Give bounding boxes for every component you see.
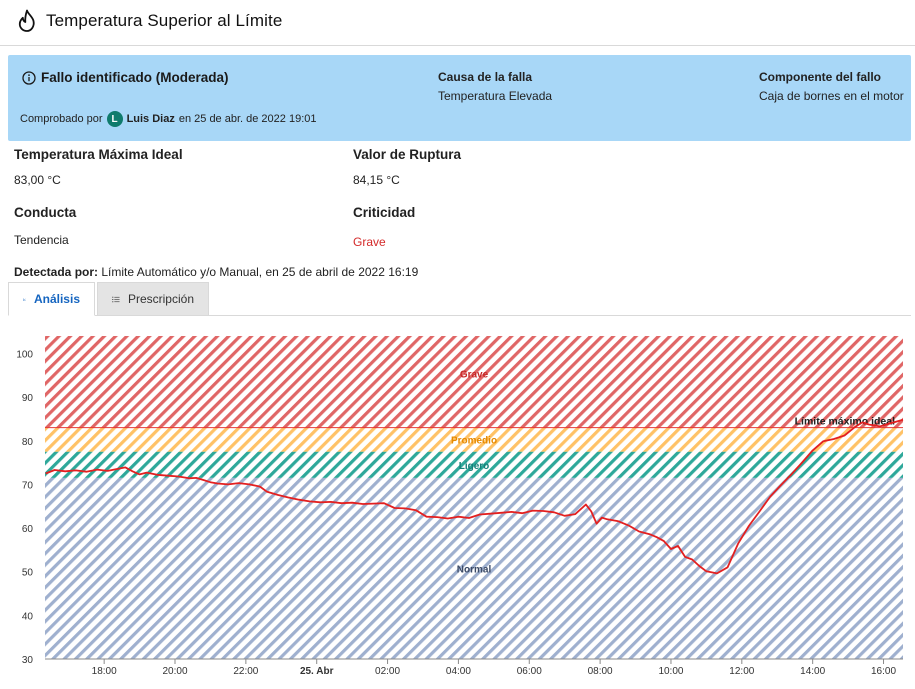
x-tick-label: 02:00 bbox=[375, 666, 400, 677]
x-tick-label: 14:00 bbox=[800, 666, 825, 677]
y-tick-label: 50 bbox=[22, 568, 34, 579]
page-title: Temperatura Superior al Límite bbox=[46, 11, 283, 30]
band-label-grave: Grave bbox=[460, 369, 489, 380]
band-grave bbox=[45, 336, 903, 428]
cause-label: Causa de la falla bbox=[438, 70, 533, 84]
user-name[interactable]: Luis Diaz bbox=[126, 113, 175, 125]
cause-value: Temperatura Elevada bbox=[438, 89, 553, 103]
band-label-normal: Normal bbox=[457, 564, 492, 575]
band-promedio bbox=[45, 427, 903, 452]
y-tick-label: 90 bbox=[22, 393, 34, 404]
max-temp-value: 83,00 °C bbox=[14, 173, 61, 187]
component-value: Caja de bornes en el motor bbox=[759, 89, 904, 103]
band-ligero bbox=[45, 451, 903, 478]
behavior-label: Conducta bbox=[14, 205, 77, 220]
x-tick-label: 10:00 bbox=[658, 666, 683, 677]
flame-icon bbox=[18, 9, 35, 32]
x-tick-label: 08:00 bbox=[588, 666, 613, 677]
avatar: L bbox=[106, 111, 123, 127]
detected-label: Detectada por: bbox=[14, 265, 99, 279]
component-label: Componente del fallo bbox=[759, 70, 882, 84]
detected-by: Detectada por: Límite Automático y/o Man… bbox=[14, 265, 418, 279]
x-tick-label: 12:00 bbox=[729, 666, 754, 677]
tab-prescripcion[interactable]: Prescripción bbox=[97, 282, 209, 316]
criticality-label: Criticidad bbox=[353, 205, 416, 220]
x-tick-label: 16:00 bbox=[871, 666, 896, 677]
tab-bar: Análisis Prescripción bbox=[8, 282, 911, 316]
page-header: Temperatura Superior al Límite bbox=[0, 0, 915, 46]
checked-prefix: Comprobado por bbox=[20, 113, 103, 125]
band-label-ligero: Ligero bbox=[459, 461, 490, 472]
criticality-value: Grave bbox=[353, 235, 386, 249]
y-tick-label: 40 bbox=[22, 611, 34, 622]
x-tick-label: 25. Abr bbox=[300, 666, 334, 677]
y-tick-label: 60 bbox=[22, 524, 34, 535]
detected-value: Límite Automático y/o Manual, en 25 de a… bbox=[101, 265, 419, 279]
checked-by: Comprobado por L Luis Diaz en 25 de abr.… bbox=[20, 111, 316, 127]
band-normal bbox=[45, 477, 903, 659]
y-tick-label: 100 bbox=[16, 349, 33, 360]
fault-banner: Fallo identificado (Moderada) Causa de l… bbox=[8, 55, 911, 141]
info-icon bbox=[22, 70, 36, 85]
behavior-value: Tendencia bbox=[14, 233, 69, 247]
max-temp-label: Temperatura Máxima Ideal bbox=[14, 147, 183, 162]
fault-title: Fallo identificado (Moderada) bbox=[22, 70, 229, 85]
band-label-promedio: Promedio bbox=[451, 436, 497, 447]
x-tick-label: 06:00 bbox=[517, 666, 542, 677]
fault-title-text: Fallo identificado (Moderada) bbox=[41, 70, 229, 85]
y-tick-label: 80 bbox=[22, 437, 34, 448]
y-tick-label: 70 bbox=[22, 480, 34, 491]
x-tick-label: 04:00 bbox=[446, 666, 471, 677]
checked-date: en 25 de abr. de 2022 19:01 bbox=[178, 113, 317, 125]
y-tick-label: 30 bbox=[22, 655, 34, 666]
rupture-value: 84,15 °C bbox=[353, 173, 400, 187]
x-tick-label: 22:00 bbox=[233, 666, 258, 677]
chart-icon bbox=[23, 297, 26, 301]
x-tick-label: 18:00 bbox=[92, 666, 117, 677]
list-icon bbox=[112, 296, 120, 302]
rupture-label: Valor de Ruptura bbox=[353, 147, 462, 162]
x-tick-label: 20:00 bbox=[162, 666, 187, 677]
tab-prescripcion-label: Prescripción bbox=[127, 292, 194, 306]
tab-analisis[interactable]: Análisis bbox=[8, 282, 95, 316]
tab-analisis-label: Análisis bbox=[33, 292, 80, 306]
series-line-temperatura bbox=[45, 418, 904, 575]
